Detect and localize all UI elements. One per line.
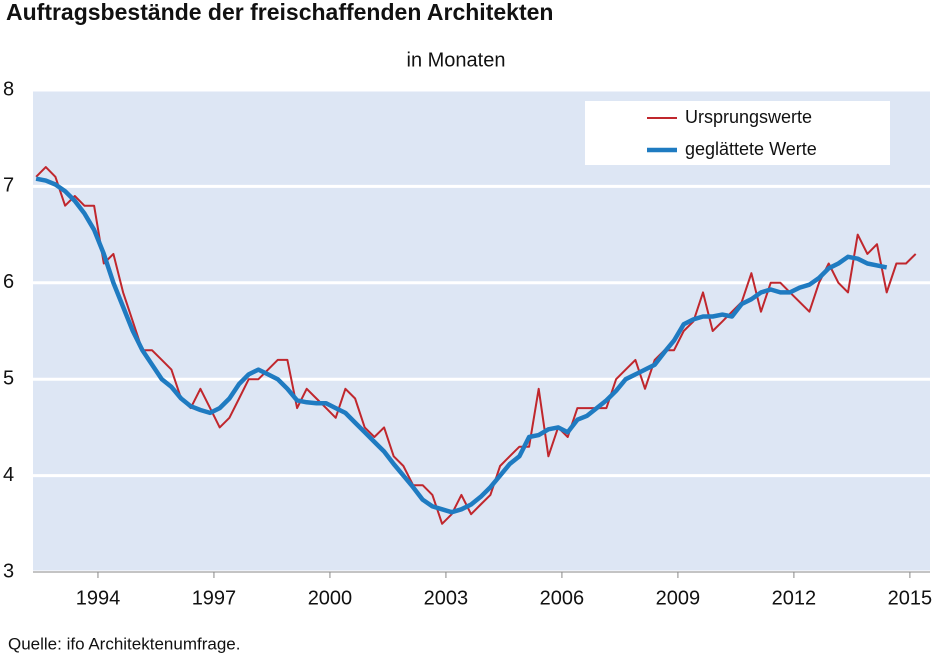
x-tick-label: 2015	[888, 587, 933, 609]
x-tick-label: 1994	[76, 587, 121, 609]
legend-label: geglättete Werte	[685, 139, 817, 159]
x-tick-label: 2009	[656, 587, 701, 609]
y-tick-label: 5	[3, 367, 14, 389]
source-note: Quelle: ifo Architektenumfrage.	[8, 634, 240, 653]
x-tick-label: 1997	[192, 587, 237, 609]
x-tick-label: 2006	[540, 587, 585, 609]
y-tick-label: 4	[3, 464, 14, 486]
x-tick-label: 2012	[772, 587, 817, 609]
legend-box	[585, 101, 890, 165]
legend-label: Ursprungswerte	[685, 107, 812, 127]
x-tick-label: 2003	[424, 587, 469, 609]
chart-title: Auftragsbestände der freischaffenden Arc…	[6, 0, 553, 25]
y-tick-label: 7	[3, 175, 14, 197]
series-line	[35, 176, 888, 515]
x-tick-label: 2000	[308, 587, 353, 609]
y-tick-label: 3	[3, 560, 14, 582]
y-tick-label: 6	[3, 271, 14, 293]
plot-area	[33, 90, 930, 572]
chart-subtitle: in Monaten	[407, 49, 506, 71]
y-tick-label: 8	[3, 78, 14, 100]
